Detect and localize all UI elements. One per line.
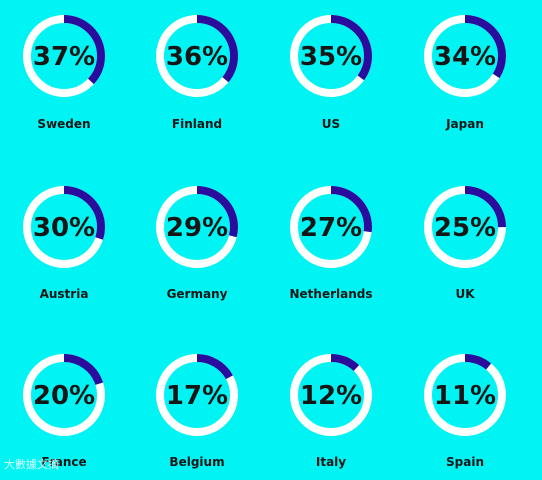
value-label: 20% [33,381,95,411]
donut-belgium: 17% Belgium [156,354,238,469]
value-label: 30% [33,213,95,243]
country-label: Finland [172,117,222,131]
donut-fill-arc [23,186,105,268]
value-label: 35% [300,42,362,72]
value-label: 25% [434,213,496,243]
value-label: 11% [434,381,496,411]
country-label: Austria [40,287,89,301]
donut-italy: 12% Italy [290,354,372,469]
country-label: Japan [445,117,484,131]
country-label: US [322,117,340,131]
donut-fill-arc [156,354,238,436]
donut-spain: 11% Spain [424,354,506,469]
donut-uk: 25% UK [424,186,506,301]
value-label: 17% [166,381,228,411]
donut-fill-arc [290,354,372,436]
country-label: Germany [167,287,228,301]
value-label: 27% [300,213,362,243]
donut-us: 35% US [290,15,372,131]
donut-germany: 29% Germany [156,186,238,301]
watermark: 大數據文摘 [4,458,59,471]
country-label: Sweden [37,117,90,131]
donut-fill-arc [424,186,506,268]
donut-fill-arc [156,15,238,97]
donut-austria: 30% Austria [23,186,105,301]
donut-fill-arc [290,186,372,268]
donut-fill-arc [424,15,506,97]
value-label: 34% [434,42,496,72]
country-label: UK [455,287,475,301]
donut-japan: 34% Japan [424,15,506,131]
value-label: 29% [166,213,228,243]
country-label: Spain [446,455,484,469]
value-label: 37% [33,42,95,72]
country-label: France [41,455,86,469]
donut-fill-arc [424,354,506,436]
donut-sweden: 37% Sweden [23,15,105,131]
value-label: 36% [166,42,228,72]
country-label: Belgium [169,455,224,469]
donut-finland: 36% Finland [156,15,238,131]
donut-fill-arc [23,15,105,97]
value-label: 12% [300,381,362,411]
donut-france: 20% France [23,354,105,469]
country-label: Italy [316,455,346,469]
donut-fill-arc [156,186,238,268]
donut-fill-arc [23,354,105,436]
donut-fill-arc [290,15,372,97]
donut-netherlands: 27% Netherlands [289,186,373,301]
country-label: Netherlands [289,287,372,301]
